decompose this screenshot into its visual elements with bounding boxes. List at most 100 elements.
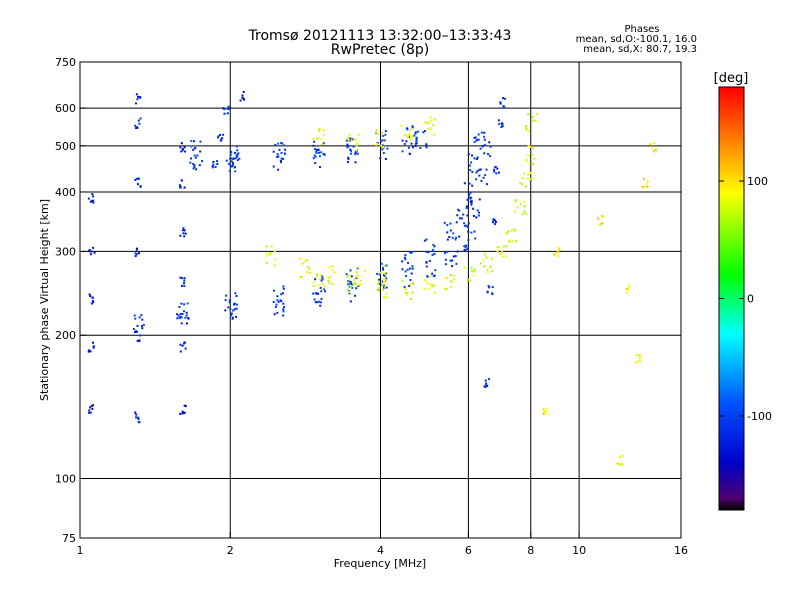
data-point: [404, 258, 407, 261]
data-point: [484, 379, 487, 382]
data-point: [280, 157, 283, 160]
data-point: [193, 147, 196, 150]
data-point: [136, 324, 139, 327]
data-point: [347, 158, 350, 161]
data-point: [477, 214, 480, 217]
data-point: [284, 148, 286, 151]
data-point: [276, 156, 278, 159]
data-point: [233, 308, 236, 311]
data-point: [282, 158, 285, 160]
data-point: [452, 232, 455, 235]
data-point: [190, 140, 193, 142]
data-point: [272, 150, 275, 153]
data-point: [513, 210, 516, 213]
data-point: [522, 200, 525, 203]
data-point: [452, 255, 455, 258]
data-point: [638, 360, 641, 363]
data-point: [484, 253, 487, 256]
data-point: [407, 261, 409, 264]
data-point: [235, 315, 238, 318]
data-point: [480, 179, 483, 182]
data-point: [496, 250, 499, 252]
data-point: [487, 153, 490, 156]
data-point: [403, 143, 406, 145]
data-point: [476, 156, 479, 159]
data-point: [183, 284, 186, 287]
data-point: [327, 279, 330, 282]
data-point: [525, 128, 528, 131]
data-point: [475, 139, 478, 142]
data-point: [433, 291, 436, 294]
data-point: [434, 269, 437, 272]
data-point: [306, 271, 309, 274]
data-point: [91, 407, 94, 410]
data-point: [488, 286, 491, 289]
y-tick-label: 300: [55, 245, 76, 258]
data-point: [183, 146, 186, 149]
data-point: [91, 193, 94, 196]
data-point: [649, 143, 652, 146]
data-point: [179, 313, 182, 315]
data-point: [270, 245, 273, 248]
data-point: [181, 313, 184, 315]
data-point: [432, 248, 435, 251]
colorbar-ticks: 100 0 -100: [719, 175, 772, 423]
data-point: [627, 285, 630, 288]
data-point: [183, 404, 186, 407]
x-tick-label: 2: [227, 544, 234, 557]
data-point: [425, 250, 428, 253]
data-point: [184, 232, 187, 235]
data-point: [241, 94, 244, 97]
series-10: [211, 91, 246, 169]
data-point: [92, 199, 94, 202]
data-point: [485, 168, 488, 171]
data-point: [386, 147, 389, 150]
data-point: [177, 314, 180, 317]
data-point: [219, 139, 222, 142]
y-tick-label: 400: [55, 186, 76, 199]
data-point: [491, 270, 494, 272]
data-point: [468, 164, 471, 167]
data-point: [381, 148, 384, 151]
data-point: [274, 305, 277, 308]
colorbar-tick-label: 0: [747, 293, 754, 306]
data-point: [320, 297, 323, 300]
data-point: [500, 126, 503, 128]
series-3: [265, 245, 387, 287]
data-point: [349, 282, 352, 285]
data-point: [331, 283, 334, 285]
data-point: [601, 222, 604, 225]
data-point: [137, 416, 140, 419]
data-point: [475, 216, 478, 219]
data-point: [242, 97, 245, 100]
data-point: [229, 153, 232, 156]
data-point: [475, 171, 478, 174]
data-point: [499, 101, 502, 104]
data-point: [278, 148, 281, 151]
data-point: [139, 185, 142, 188]
data-point: [307, 265, 310, 268]
data-point: [212, 163, 215, 166]
data-point: [183, 303, 186, 306]
data-point: [183, 229, 186, 232]
data-point: [483, 265, 486, 268]
data-point: [180, 316, 183, 319]
data-point: [138, 340, 141, 343]
data-point: [555, 251, 558, 254]
data-point: [636, 353, 638, 356]
data-point: [482, 259, 485, 262]
data-point: [282, 308, 285, 311]
data-point: [380, 262, 383, 265]
data-point: [378, 282, 381, 285]
data-point: [462, 213, 465, 216]
data-point: [463, 224, 466, 227]
data-point: [620, 463, 623, 466]
data-point: [485, 256, 488, 259]
data-point: [536, 113, 539, 116]
data-point: [242, 91, 245, 93]
data-point: [411, 282, 414, 285]
data-point: [181, 277, 183, 280]
data-point: [415, 140, 418, 143]
data-point: [511, 239, 514, 242]
data-point: [227, 105, 230, 108]
